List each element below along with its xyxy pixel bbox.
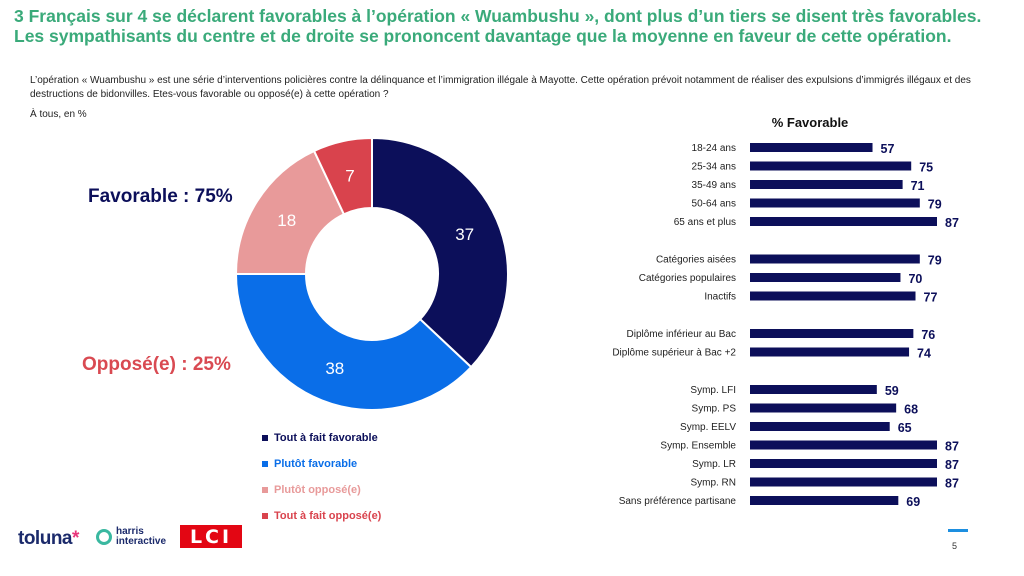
legend-label: Tout à fait opposé(e) <box>274 510 382 522</box>
bar-category-label: Symp. LFI <box>690 385 736 396</box>
bar <box>750 496 899 505</box>
bar <box>750 403 897 413</box>
donut-slice-label: 7 <box>345 166 354 185</box>
favorable-bar-chart: % Favorable 18-24 ans 57 25-34 ans 75 35-49 a… <box>612 115 959 509</box>
legend-swatch <box>262 461 268 467</box>
legend-label: Plutôt opposé(e) <box>274 484 361 496</box>
bar-category-label: 50-64 ans <box>692 199 736 210</box>
legend-item: Tout à fait opposé(e) <box>262 503 381 529</box>
bar-value-label: 68 <box>904 403 918 417</box>
bar-value-label: 75 <box>919 161 933 175</box>
bar-value-label: 87 <box>945 440 959 454</box>
bar-category-label: 25-34 ans <box>692 162 736 173</box>
bar-category-label: Diplôme inférieur au Bac <box>627 329 737 340</box>
bar-category-label: Symp. Ensemble <box>660 441 736 452</box>
legend-label: Tout à fait favorable <box>274 432 378 444</box>
bar <box>750 161 912 171</box>
bar-category-label: Diplôme supérieur à Bac +2 <box>612 348 736 359</box>
bar-value-label: 69 <box>906 495 920 509</box>
bar-value-label: 87 <box>945 477 959 491</box>
legend-item: Tout à fait favorable <box>262 425 381 451</box>
lci-logo: LCI <box>180 525 242 548</box>
donut-slice-label: 38 <box>325 359 344 378</box>
bar-category-label: Symp. RN <box>690 478 736 489</box>
donut-slice <box>234 273 473 411</box>
bar <box>750 422 890 431</box>
bar-value-label: 77 <box>924 291 938 305</box>
bar-value-label: 87 <box>945 216 959 230</box>
bar-category-label: Catégories populaires <box>639 273 736 284</box>
donut-legend: Tout à fait favorable Plutôt favorable Plu… <box>262 425 381 529</box>
bar-category-label: 65 ans et plus <box>674 217 736 228</box>
bar <box>750 273 901 282</box>
donut-chart: 37 38 18 7 <box>234 138 509 411</box>
question-text: L’opération « Wuambushu » est une série … <box>30 75 971 100</box>
legend-swatch <box>262 435 268 441</box>
legend-label: Plutôt favorable <box>274 458 358 470</box>
bar-chart-title: % Favorable <box>772 115 849 130</box>
bar-category-label: Symp. EELV <box>680 422 736 433</box>
harris-interactive-logo: harris interactive <box>96 527 166 547</box>
harris-ring-icon <box>96 529 112 545</box>
donut-slice-label: 18 <box>277 211 296 230</box>
bar <box>750 459 937 468</box>
bar <box>750 198 920 208</box>
legend-item: Plutôt favorable <box>262 451 381 477</box>
legend-swatch <box>262 513 268 519</box>
page-title: 3 Français sur 4 se déclarent favorables… <box>14 6 982 46</box>
bar <box>750 217 937 226</box>
bar-value-label: 71 <box>911 179 925 193</box>
bar <box>750 385 877 394</box>
bar-value-label: 59 <box>885 384 899 398</box>
bar <box>750 329 914 338</box>
bar <box>750 291 916 301</box>
bar-value-label: 57 <box>881 142 895 156</box>
legend-item: Plutôt opposé(e) <box>262 477 381 503</box>
bar <box>750 440 937 450</box>
bar-value-label: 79 <box>928 198 942 212</box>
bar <box>750 347 910 357</box>
bar <box>750 143 873 152</box>
bar-category-label: 35-49 ans <box>692 180 736 191</box>
bar-category-label: Catégories aisées <box>656 255 736 266</box>
bar-value-label: 76 <box>921 328 935 342</box>
donut-slice <box>371 138 509 369</box>
toluna-logo: toluna* <box>18 528 79 549</box>
page-accent-bar <box>948 529 968 532</box>
bar-value-label: 65 <box>898 421 912 435</box>
legend-swatch <box>262 487 268 493</box>
bar <box>750 254 920 264</box>
donut-slice <box>312 138 373 216</box>
page-number: 5 <box>952 541 958 551</box>
bar-value-label: 70 <box>908 272 922 286</box>
bar-value-label: 74 <box>917 347 931 361</box>
bar-value-label: 87 <box>945 458 959 472</box>
bar-category-label: Symp. LR <box>692 459 736 470</box>
favorable-total: Favorable : 75% <box>88 186 233 207</box>
bar <box>750 180 903 189</box>
bar-category-label: Inactifs <box>704 292 736 303</box>
bar-category-label: Symp. PS <box>692 404 737 415</box>
donut-slice-label: 37 <box>455 225 474 244</box>
oppose-total: Opposé(e) : 25% <box>82 354 231 375</box>
bar <box>750 477 937 487</box>
base-note: À tous, en % <box>30 109 87 120</box>
bar-value-label: 79 <box>928 254 942 268</box>
bar-category-label: Sans préférence partisane <box>619 496 737 507</box>
bar-category-label: 18-24 ans <box>692 143 736 154</box>
